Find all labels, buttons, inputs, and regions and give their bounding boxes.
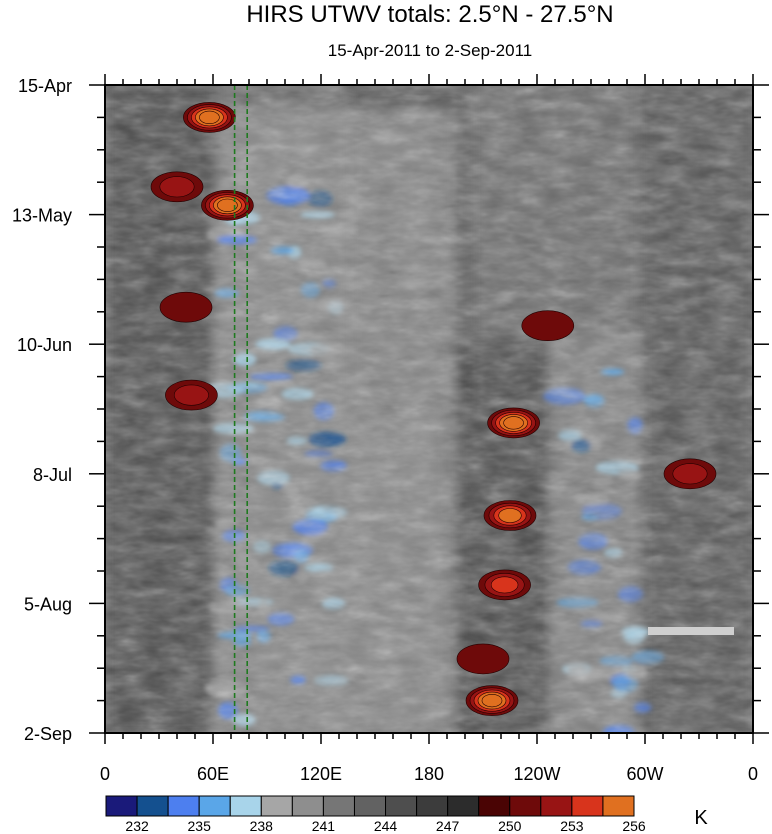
dry-patch-0 xyxy=(183,102,236,133)
colorbar-label: 235 xyxy=(188,818,212,834)
dry-contour xyxy=(481,693,503,708)
colorbar-box xyxy=(602,795,635,817)
colorbar-box xyxy=(353,795,387,817)
colorbar-box xyxy=(167,795,200,817)
dry-patch-7 xyxy=(478,569,531,601)
dry-patch-10 xyxy=(521,310,575,342)
dry-contour xyxy=(217,198,238,212)
dry-patch-9 xyxy=(663,458,717,490)
colorbar-box xyxy=(478,795,511,817)
y-tick-label: 13-May xyxy=(12,206,72,226)
heatmap-field xyxy=(105,85,753,733)
colorbar-box xyxy=(198,795,231,817)
colorbar: 232 235 238 241 244 247 250 253 256 xyxy=(105,795,646,834)
chart-title: HIRS UTWV totals: 2.5°N - 27.5°N xyxy=(246,1,613,28)
x-tick-label: 60E xyxy=(197,764,229,784)
dry-patches xyxy=(150,102,717,716)
colorbar-label: 256 xyxy=(622,818,646,834)
colorbar-box xyxy=(136,795,169,817)
colorbar-box xyxy=(385,795,418,817)
dry-contour xyxy=(159,176,195,198)
dry-patch-1 xyxy=(150,171,204,203)
colorbar-unit: K xyxy=(694,807,708,829)
colorbar-label: 253 xyxy=(560,818,584,834)
colorbar-box xyxy=(322,795,355,817)
dry-patch-6 xyxy=(483,500,537,531)
dry-contour xyxy=(498,508,522,523)
dry-patch-11 xyxy=(456,643,510,675)
colorbar-box xyxy=(416,795,449,817)
dry-contour xyxy=(521,310,575,342)
dry-contour xyxy=(490,576,519,594)
dry-patch-3 xyxy=(159,291,213,323)
x-tick-label: 0 xyxy=(100,764,110,784)
colorbar-box xyxy=(291,795,324,817)
dry-contour xyxy=(503,416,524,430)
dry-patch-4 xyxy=(165,379,218,411)
y-tick-label: 8-Jul xyxy=(33,465,72,485)
dry-patch-2 xyxy=(201,190,254,221)
y-tick-label: 5-Aug xyxy=(24,594,72,614)
reference-lines xyxy=(233,85,248,733)
dry-patch-8 xyxy=(465,685,519,716)
colorbar-label: 247 xyxy=(436,818,460,834)
x-tick-label: 60W xyxy=(626,764,663,784)
colorbar-label: 250 xyxy=(498,818,522,834)
colorbar-box xyxy=(229,795,262,817)
x-axis: 0 60E 120E 180 120W 60W 0 xyxy=(100,74,758,784)
colorbar-label: 232 xyxy=(125,818,149,834)
x-tick-label: 120E xyxy=(300,764,342,784)
dry-contour xyxy=(159,291,213,323)
y-tick-label: 15-Apr xyxy=(18,76,72,96)
colorbar-box xyxy=(105,795,138,817)
colorbar-box xyxy=(540,795,573,817)
colorbar-box xyxy=(571,795,604,817)
y-tick-label: 10-Jun xyxy=(17,335,72,355)
x-tick-label: 0 xyxy=(748,764,758,784)
chart-subtitle: 15-Apr-2011 to 2-Sep-2011 xyxy=(328,41,532,60)
colorbar-label: 244 xyxy=(374,818,398,834)
x-tick-label: 180 xyxy=(414,764,444,784)
y-tick-label: 2-Sep xyxy=(24,724,72,744)
colorbar-label: 241 xyxy=(312,818,336,834)
colorbar-label: 238 xyxy=(250,818,274,834)
colorbar-box xyxy=(260,795,293,817)
dry-contour xyxy=(173,384,209,406)
x-tick-label: 120W xyxy=(513,764,560,784)
y-axis: 15-Apr 13-May 10-Jun 8-Jul 5-Aug 2-Sep xyxy=(12,76,769,744)
masked-data-bar xyxy=(648,627,734,635)
dry-patch-5 xyxy=(487,407,540,439)
colorbar-box xyxy=(447,795,480,817)
colorbar-box xyxy=(509,795,542,817)
dry-contour xyxy=(456,643,510,675)
dry-contour xyxy=(199,110,220,124)
dry-contour xyxy=(672,463,708,485)
